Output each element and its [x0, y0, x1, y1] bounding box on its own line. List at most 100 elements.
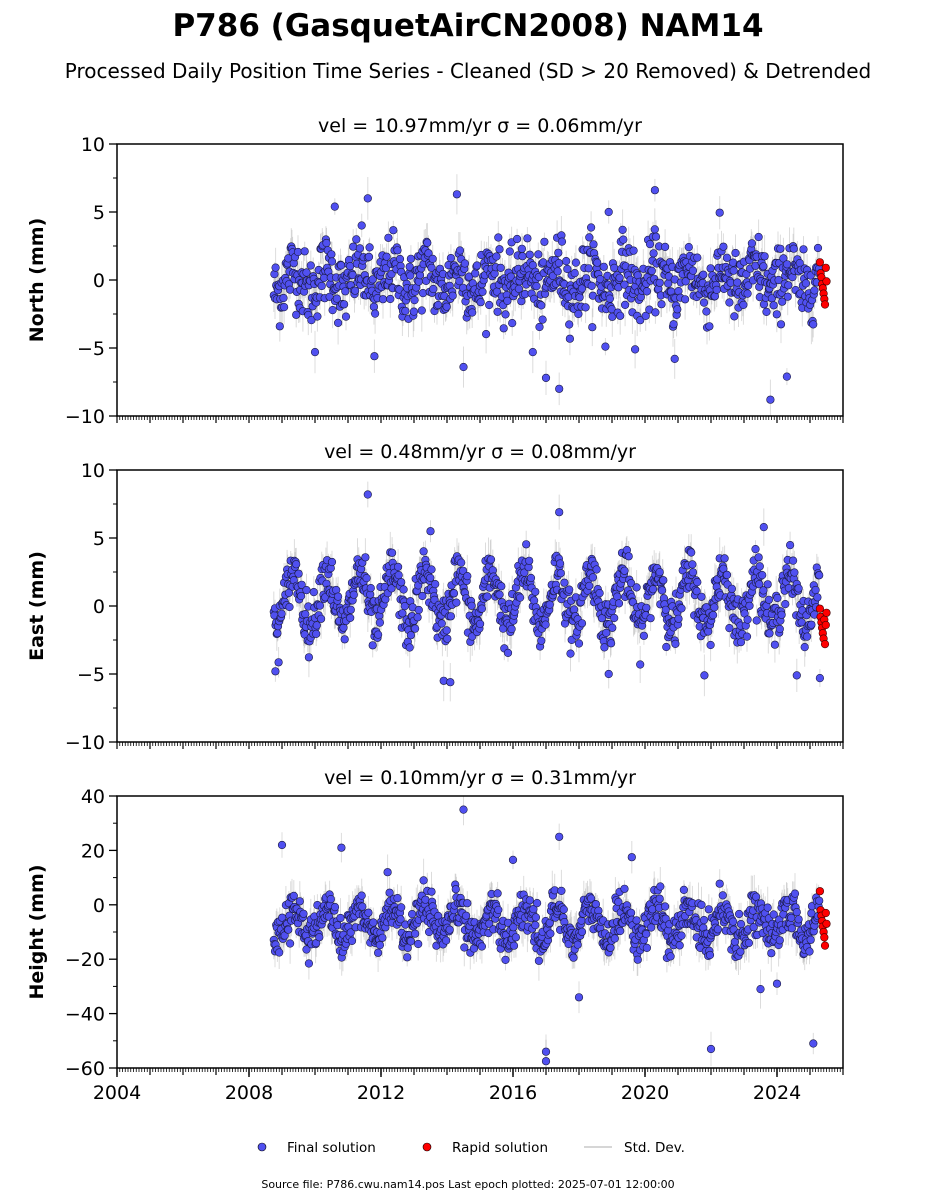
final-point: [293, 247, 303, 257]
final-point: [369, 302, 379, 311]
final-point: [378, 295, 388, 304]
final-point: [545, 600, 554, 609]
final-point: [802, 632, 812, 641]
final-point: [706, 264, 715, 273]
final-point: [655, 567, 664, 577]
final-point: [294, 569, 303, 578]
final-point: [346, 605, 355, 614]
final-point: [615, 273, 624, 282]
final-point: [525, 250, 534, 259]
final-point: [535, 322, 544, 332]
final-point: [352, 235, 361, 244]
final-point: [312, 621, 321, 630]
final-point: [674, 614, 683, 623]
final-point: [334, 318, 343, 328]
final-point: [517, 244, 527, 253]
final-point: [636, 316, 645, 325]
final-point: [589, 240, 598, 249]
final-point: [785, 540, 795, 550]
final-point: [419, 547, 428, 556]
final-point: [555, 384, 564, 393]
final-point: [297, 580, 306, 589]
final-point: [778, 297, 787, 306]
final-point: [463, 571, 472, 581]
final-point: [384, 233, 393, 242]
final-point: [673, 305, 682, 314]
final-point: [605, 294, 615, 303]
final-point: [626, 579, 636, 588]
final-point: [442, 302, 451, 311]
final-point: [400, 601, 409, 611]
final-point: [660, 242, 670, 251]
final-point: [799, 245, 808, 254]
final-point: [699, 298, 709, 307]
final-point: [434, 300, 443, 310]
final-point: [349, 242, 358, 251]
final-point: [600, 643, 609, 652]
final-point: [274, 658, 283, 667]
final-point: [539, 258, 548, 267]
final-point: [364, 252, 374, 261]
final-point: [522, 540, 531, 549]
final-point: [460, 259, 470, 268]
final-point: [532, 282, 541, 291]
final-point: [405, 643, 414, 652]
final-point: [588, 323, 597, 332]
final-point: [496, 263, 505, 273]
final-point: [431, 579, 440, 589]
final-point: [442, 626, 451, 635]
final-point: [418, 591, 427, 601]
final-point: [680, 295, 690, 304]
final-point: [554, 248, 563, 257]
panels: −10 −5 0 5 10 vel = 10.97mm/yr σ = 0.06mm/yr N…: [26, 115, 844, 1104]
final-point: [688, 560, 697, 569]
final-point: [482, 330, 491, 339]
y-tick-label: 10: [81, 460, 105, 482]
final-point: [429, 284, 438, 294]
sub-title: Processed Daily Position Time Series - C…: [65, 59, 871, 83]
final-point: [620, 280, 629, 289]
final-point: [565, 334, 575, 343]
final-point: [774, 275, 783, 285]
final-point: [501, 310, 510, 319]
final-point: [457, 558, 466, 567]
final-point: [328, 306, 337, 315]
final-point: [662, 642, 671, 652]
final-point: [730, 312, 739, 321]
final-point: [706, 640, 715, 650]
final-point: [449, 589, 459, 598]
final-point: [618, 225, 627, 234]
final-point: [769, 301, 778, 310]
final-point: [322, 238, 331, 248]
final-point: [776, 244, 785, 253]
final-point: [452, 598, 461, 607]
final-point: [327, 557, 337, 567]
final-point: [705, 322, 714, 331]
final-point: [575, 293, 584, 302]
final-point: [413, 613, 422, 622]
final-point: [414, 605, 423, 615]
final-point: [584, 264, 593, 273]
final-point: [503, 648, 513, 658]
final-point: [601, 342, 610, 351]
final-point: [592, 565, 601, 574]
final-point: [813, 243, 823, 253]
final-point: [797, 618, 806, 627]
final-point: [636, 660, 645, 669]
final-point: [371, 309, 380, 318]
final-point: [728, 258, 738, 267]
final-point: [555, 508, 564, 517]
final-point: [595, 588, 604, 598]
final-point: [349, 590, 358, 599]
final-point: [317, 281, 326, 291]
final-point: [507, 624, 516, 634]
final-point: [497, 582, 506, 591]
final-point: [556, 569, 565, 578]
final-point: [279, 293, 288, 303]
final-point: [446, 254, 456, 263]
final-point: [395, 254, 405, 264]
final-point: [608, 312, 617, 321]
y-tick-label: 5: [93, 202, 105, 224]
panel-2: −10 −5 0 5 10 vel = 0.48mm/yr σ = 0.08mm/yr Ea…: [26, 441, 844, 754]
final-point: [762, 307, 771, 317]
